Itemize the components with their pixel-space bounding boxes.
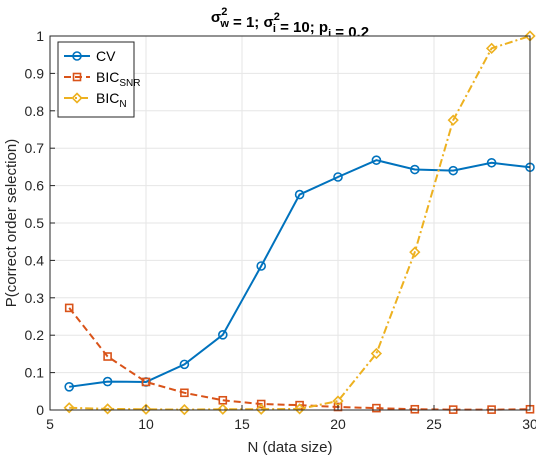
data-point	[141, 377, 151, 387]
data-point	[333, 402, 343, 412]
x-tick-label: 30	[522, 416, 536, 432]
x-axis: 5 10 15 20 25 30	[46, 405, 536, 432]
y-tick-label: 0.6	[25, 178, 45, 194]
legend-label: BICN	[96, 90, 127, 110]
data-point	[217, 403, 229, 415]
data-point	[218, 330, 228, 340]
y-tick-label: 0.7	[25, 140, 45, 156]
legend-label: BICSNR	[96, 69, 140, 89]
y-tick-label: 0.4	[25, 252, 45, 268]
data-point	[178, 403, 191, 416]
data-point	[410, 404, 420, 414]
legend-item: BICN	[64, 90, 127, 110]
data-point	[179, 359, 190, 370]
y-tick-label: 0.9	[25, 65, 45, 81]
x-tick-label: 20	[330, 416, 346, 432]
data-point	[63, 402, 75, 414]
data-point	[370, 347, 383, 360]
data-point	[371, 155, 382, 165]
data-point	[256, 399, 266, 409]
data-point	[180, 388, 189, 398]
y-tick-label: 1	[36, 28, 44, 44]
data-point	[140, 403, 152, 415]
data-point	[294, 189, 305, 200]
legend-box	[57, 41, 135, 118]
series-1	[64, 155, 535, 392]
y-tick-label: 0.3	[25, 290, 45, 306]
data-point	[72, 72, 82, 82]
data-point	[409, 164, 420, 175]
y-tick-label: 0	[36, 402, 44, 418]
x-tick-label: 15	[234, 416, 250, 432]
x-tick-label: 10	[138, 416, 154, 432]
y-tick-label: 0.2	[25, 327, 45, 343]
y-tick-label: 0.5	[25, 215, 45, 231]
data-point	[447, 114, 459, 126]
data-point	[71, 92, 83, 104]
data-point	[333, 172, 343, 182]
data-point	[485, 42, 498, 54]
y-tick-label: 0.8	[25, 103, 45, 119]
y-axis-label: P(correct order selection)	[3, 139, 20, 307]
y-axis: 0 0.1 0.2 0.3 0.4 0.5 0.6 0.7 0.8 0.9 1	[25, 28, 55, 418]
data-point	[256, 261, 267, 271]
x-tick-label: 5	[46, 416, 54, 432]
legend-item: BICSNR	[64, 69, 140, 89]
data-point	[409, 246, 421, 258]
y-tick-label: 0.1	[25, 365, 45, 381]
data-point	[101, 403, 114, 415]
series-line	[69, 159, 531, 388]
data-point	[372, 403, 381, 413]
x-axis-label: N (data size)	[247, 439, 332, 456]
data-point	[255, 403, 267, 415]
data-point	[102, 376, 113, 387]
x-tick-label: 25	[426, 416, 442, 432]
data-point	[293, 403, 306, 415]
legend-item: CV	[64, 48, 116, 64]
data-point	[64, 382, 74, 392]
data-point	[72, 51, 82, 61]
legend-label: CV	[96, 48, 116, 64]
data-point	[486, 157, 497, 168]
data-point	[64, 303, 74, 313]
data-point	[103, 352, 112, 361]
data-point	[448, 165, 459, 176]
